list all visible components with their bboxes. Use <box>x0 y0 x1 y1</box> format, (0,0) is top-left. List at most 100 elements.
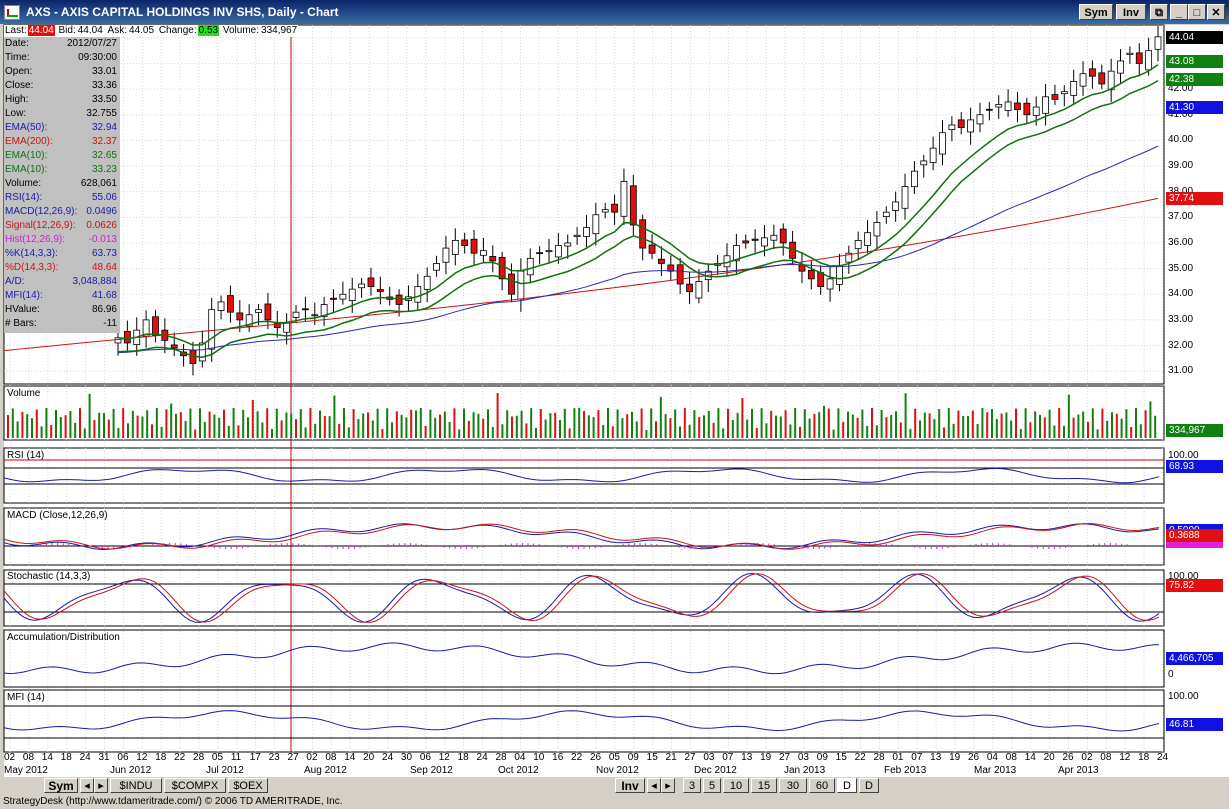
month-label: Dec 2012 <box>694 765 737 776</box>
interval-d2[interactable]: D <box>859 778 879 793</box>
volume-bar <box>295 419 297 438</box>
volume-bar <box>112 408 115 438</box>
date-tick: 26 <box>967 752 980 763</box>
info-row: %K(14,3,3): 63.73 <box>4 247 120 261</box>
candle-body <box>1004 101 1012 112</box>
price-axis-label: 40.00 <box>1168 134 1194 146</box>
volume-bar <box>981 408 984 438</box>
volume-bar <box>179 412 182 438</box>
volume-bar <box>544 419 547 438</box>
volume-bar <box>357 419 360 438</box>
stoch-panel-label: Stochastic (14,3,3) <box>7 571 91 582</box>
maximize-icon[interactable]: □ <box>1188 4 1206 20</box>
date-tick: 24 <box>1157 752 1169 763</box>
ask-label: Ask: <box>107 25 127 36</box>
candle-body <box>264 303 272 321</box>
candle-body <box>152 316 159 336</box>
month-label: May 2012 <box>4 765 48 776</box>
interval-15[interactable]: 15 <box>751 778 777 793</box>
sym-button[interactable]: Sym <box>1079 4 1113 20</box>
volume-bar <box>707 411 710 438</box>
volume-bar <box>607 408 609 438</box>
volume-bar <box>362 413 365 438</box>
volume-bar <box>434 417 437 438</box>
volume-bar <box>405 417 408 438</box>
date-tick: 14 <box>1024 752 1036 763</box>
candle-body <box>1098 72 1106 85</box>
price-axis-label: 34.00 <box>1168 288 1194 300</box>
info-value: 33.36 <box>91 80 117 91</box>
inv-tab[interactable]: Inv <box>615 778 645 793</box>
volume-bar <box>237 425 240 438</box>
interval-3[interactable]: 3 <box>683 778 701 793</box>
candle-body <box>573 234 581 237</box>
info-key: %D(14,3,3): <box>5 262 59 273</box>
volume-bar <box>770 410 773 438</box>
date-tick: 30 <box>400 752 413 763</box>
volume-bar <box>424 425 427 438</box>
price-axis-label: 37.00 <box>1168 211 1194 223</box>
volume-bar <box>1106 420 1109 438</box>
symbol-tab-indu[interactable]: $INDU <box>110 778 162 793</box>
volume-bar <box>347 427 350 438</box>
info-key: Time: <box>5 52 30 63</box>
info-row: Low: 32.755 <box>4 107 120 121</box>
candle-body <box>255 309 262 313</box>
volume-bar <box>635 421 638 438</box>
candle-body <box>1023 102 1031 116</box>
prev-arrow-icon[interactable]: ◂ <box>80 778 94 793</box>
minimize-icon[interactable]: _ <box>1170 4 1188 20</box>
volume-bar <box>199 408 201 438</box>
info-value: 32.755 <box>86 108 117 119</box>
volume-bar <box>933 419 936 438</box>
interval-5[interactable]: 5 <box>703 778 721 793</box>
sym-tab[interactable]: Sym <box>44 778 78 793</box>
candle-body <box>648 244 656 254</box>
info-key: %K(14,3,3): <box>5 248 58 259</box>
volume-bar <box>1091 408 1094 438</box>
interval-10[interactable]: 10 <box>723 778 749 793</box>
signal-line <box>3 522 1160 550</box>
volume-bar <box>146 410 149 438</box>
inv-next-icon[interactable]: ▸ <box>661 778 675 793</box>
volume-bar <box>69 411 72 438</box>
volume-bar <box>131 410 134 438</box>
volume-bar <box>1130 426 1133 438</box>
volume-bar <box>443 411 446 438</box>
volume-bar <box>247 417 249 438</box>
volume-bar <box>165 409 168 438</box>
close-icon[interactable]: ✕ <box>1207 4 1225 20</box>
chart-area[interactable] <box>4 25 1229 782</box>
volume-bar <box>794 408 797 438</box>
candle-body <box>910 170 918 188</box>
volume-bar <box>688 424 691 438</box>
volume-bar <box>962 416 965 438</box>
inv-button[interactable]: Inv <box>1116 4 1146 20</box>
next-arrow-icon[interactable]: ▸ <box>94 778 108 793</box>
interval-30[interactable]: 30 <box>779 778 807 793</box>
volume-value: 334,967 <box>261 25 298 36</box>
volume-bar <box>698 416 701 438</box>
candle-body <box>695 281 703 299</box>
date-tick: 09 <box>627 752 639 763</box>
volume-bar <box>520 410 523 438</box>
volume-bar <box>26 414 29 438</box>
volume-bar <box>1139 424 1142 438</box>
price-tag: 41.30 <box>1166 101 1223 115</box>
panel-frame <box>3 447 1165 504</box>
panel-frame <box>3 629 1165 688</box>
volume-bar <box>448 421 451 438</box>
popout-icon[interactable]: ⧉ <box>1150 4 1168 20</box>
volume-bar <box>1015 408 1017 438</box>
volume-bar <box>640 408 643 438</box>
date-tick: 05 <box>211 752 224 763</box>
month-label: Sep 2012 <box>410 765 453 776</box>
interval-d[interactable]: D <box>837 778 857 793</box>
candle-body <box>817 272 825 287</box>
symbol-tab-oex[interactable]: $OEX <box>228 778 268 793</box>
symbol-tab-compx[interactable]: $COMPX <box>164 778 226 793</box>
interval-60[interactable]: 60 <box>809 778 835 793</box>
inv-prev-icon[interactable]: ◂ <box>647 778 661 793</box>
candle-body <box>1107 70 1115 91</box>
